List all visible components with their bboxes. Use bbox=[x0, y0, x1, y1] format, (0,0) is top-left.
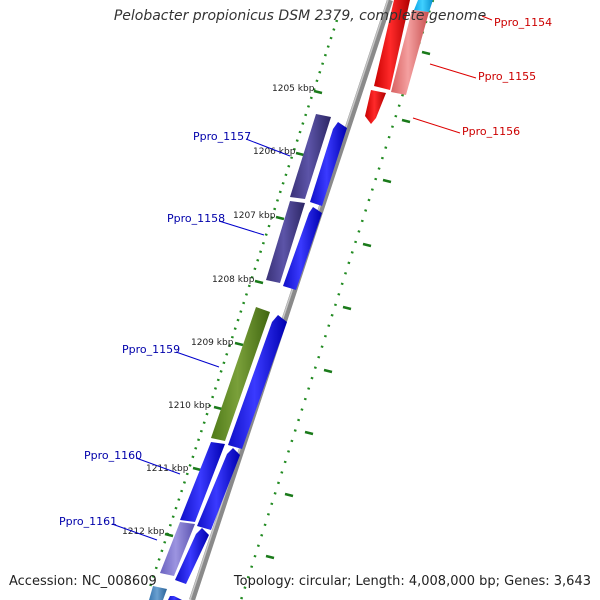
gene-label-ppro-1155[interactable]: Ppro_1155 bbox=[478, 70, 536, 83]
gene-arrow-ppro-1157[interactable] bbox=[310, 122, 347, 206]
gene-block-cyan[interactable] bbox=[414, 0, 433, 12]
genome-summary-text: Topology: circular; Length: 4,008,000 bp… bbox=[233, 574, 591, 589]
gene-block-ppro-1159-left[interactable] bbox=[211, 307, 270, 441]
right-track-marks bbox=[265, 50, 431, 560]
gene-block-ppro-1158-left[interactable] bbox=[266, 201, 305, 283]
accession-text: Accession: NC_008609 bbox=[9, 574, 157, 589]
tick-label-1205: 1205 kbp bbox=[272, 84, 315, 94]
gene-arrow-ppro-1158[interactable] bbox=[283, 207, 322, 290]
left-dotted-track bbox=[147, 19, 339, 591]
gene-arrow-ppro-1161[interactable] bbox=[175, 528, 209, 584]
callout-lines-right bbox=[412, 15, 493, 134]
gene-block-ppro-1161-left[interactable] bbox=[160, 522, 195, 576]
gene-block-ppro-1157-left[interactable] bbox=[290, 114, 331, 199]
gene-block-bottom-left[interactable] bbox=[149, 586, 167, 600]
tick-marks bbox=[164, 89, 323, 538]
gene-label-ppro-1154[interactable]: Ppro_1154 bbox=[494, 16, 552, 29]
gene-label-ppro-1161[interactable]: Ppro_1161 bbox=[59, 515, 117, 528]
page-title: Pelobacter propionicus DSM 2379, complet… bbox=[113, 8, 487, 24]
tick-label-1209: 1209 kbp bbox=[191, 338, 234, 348]
tick-label-1208: 1208 kbp bbox=[212, 275, 255, 285]
gene-label-ppro-1156[interactable]: Ppro_1156 bbox=[462, 125, 520, 138]
tick-label-1207: 1207 kbp bbox=[233, 211, 276, 221]
tick-label-1206: 1206 kbp bbox=[253, 147, 296, 157]
gene-label-ppro-1158[interactable]: Ppro_1158 bbox=[167, 212, 225, 225]
gene-label-ppro-1157[interactable]: Ppro_1157 bbox=[193, 130, 251, 143]
gene-arrow-ppro-1159[interactable] bbox=[228, 315, 287, 449]
gene-block-ppro-1160-left[interactable] bbox=[180, 442, 225, 522]
gene-block-ppro-1155[interactable] bbox=[391, 10, 429, 95]
gene-block-ppro-1154[interactable] bbox=[374, 0, 410, 90]
gene-label-ppro-1160[interactable]: Ppro_1160 bbox=[84, 449, 142, 462]
gene-arrow-ppro-1156[interactable] bbox=[365, 90, 386, 124]
callout-lines-left bbox=[111, 138, 291, 541]
gene-arrow-ppro-1160[interactable] bbox=[197, 448, 240, 530]
tick-label-1212: 1212 kbp bbox=[122, 527, 165, 537]
genome-backbone bbox=[189, 0, 393, 600]
gene-label-ppro-1159[interactable]: Ppro_1159 bbox=[122, 343, 180, 356]
tick-label-1210: 1210 kbp bbox=[168, 401, 211, 411]
gene-arrow-bottom[interactable] bbox=[168, 596, 182, 600]
